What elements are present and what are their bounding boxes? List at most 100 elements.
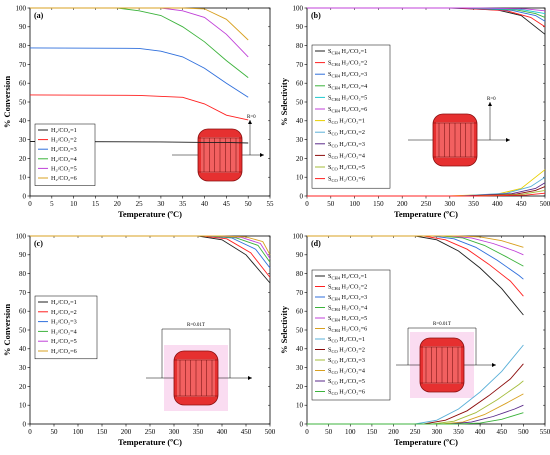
y-tick-label: 20 <box>296 155 304 163</box>
x-tick-label: 200 <box>388 428 399 436</box>
series-line-1 <box>29 94 249 121</box>
x-tick-label: 55 <box>267 200 275 208</box>
y-tick-label: 70 <box>19 289 27 297</box>
y-tick-label: 100 <box>293 4 304 12</box>
legend-subscript: CH4 <box>331 286 340 291</box>
x-tick-label: 45 <box>223 200 231 208</box>
y-tick-label: 100 <box>16 232 27 240</box>
legend-entry: SCH4 H₂/CO₂=4 <box>328 83 367 91</box>
legend-entry: SCO H₂/CO₂=5 <box>328 164 365 172</box>
legend-entry: SCH4 H₂/CO₂=3 <box>328 71 367 79</box>
reactor-inset: R=0 <box>172 115 264 182</box>
legend-entry: SCO H₂/CO₂=5 <box>328 378 365 386</box>
legend-entry: H₂/CO₂=5 <box>51 338 77 345</box>
legend-text: H₂/CO₂=4 <box>338 368 365 375</box>
legend-text: H₂/CO₂=1 <box>338 118 365 125</box>
flow-arrow-head <box>506 138 510 142</box>
x-tick-label: 350 <box>453 428 464 436</box>
y-tick-label: 10 <box>19 174 27 182</box>
y-tick-label: 40 <box>296 117 304 125</box>
x-tick-label: 150 <box>97 428 108 436</box>
legend-entry: H₂/CO₂=6 <box>51 175 77 182</box>
legend-prefix: S <box>328 106 332 113</box>
legend-prefix: S <box>328 60 332 67</box>
legend-prefix: S <box>328 94 332 101</box>
series-line-11 <box>307 412 524 425</box>
y-tick-label: 10 <box>296 402 304 410</box>
x-tick-label: 40 <box>201 200 209 208</box>
legend-prefix: S <box>328 378 332 385</box>
y-tick-label: 40 <box>296 345 304 353</box>
legend-prefix: S <box>328 305 332 312</box>
x-tick-label: 0 <box>28 428 32 436</box>
legend-entry: H₂/CO₂=5 <box>51 165 77 172</box>
legend-text: H₂/CO₂=6 <box>338 176 365 183</box>
x-tick-label: 450 <box>241 428 252 436</box>
y-tick-label: 90 <box>296 251 304 259</box>
y-tick-label: 60 <box>19 308 27 316</box>
panel-label: (b) <box>311 11 321 20</box>
legend-entry: SCH4 H₂/CO₂=4 <box>328 305 367 313</box>
y-tick-label: 30 <box>19 136 27 144</box>
legend-text: H₂/CO₂=5 <box>338 164 365 171</box>
y-tick-label: 0 <box>23 192 27 200</box>
legend-prefix: S <box>328 83 332 90</box>
y-axis-label: % Selectivity <box>279 305 289 354</box>
legend-text: H₂/CO₂=3 <box>338 141 365 148</box>
legend-text: H₂/CO₂=3 <box>340 294 367 301</box>
legend-subscript: CO <box>331 370 338 375</box>
recycle-arrow-head <box>488 102 492 106</box>
series-line-0 <box>29 141 249 144</box>
legend-prefix: S <box>328 176 332 183</box>
legend-entry: SCO H₂/CO₂=1 <box>328 336 365 344</box>
legend-prefix: S <box>328 389 332 396</box>
legend-entry: SCO H₂/CO₂=3 <box>328 357 365 365</box>
legend-prefix: S <box>328 129 332 136</box>
y-tick-label: 60 <box>296 80 304 88</box>
y-tick-label: 80 <box>19 42 27 50</box>
x-tick-label: 400 <box>492 200 503 208</box>
x-tick-label: 35 <box>179 200 187 208</box>
legend-box <box>311 44 391 189</box>
y-tick-label: 20 <box>296 383 304 391</box>
legend-prefix: S <box>328 315 332 322</box>
legend-entry: H₂/CO₂=3 <box>51 146 77 153</box>
x-tick-label: 350 <box>468 200 479 208</box>
x-tick-label: 500 <box>518 428 529 436</box>
legend-entry: SCO H₂/CO₂=6 <box>328 176 365 184</box>
legend-text: H₂/CO₂=5 <box>340 94 367 101</box>
legend-subscript: CO <box>331 132 338 137</box>
panel-label: (d) <box>311 239 321 248</box>
x-tick-label: 150 <box>367 428 378 436</box>
series-line-5 <box>307 235 524 248</box>
y-tick-label: 80 <box>19 270 27 278</box>
inset-label: R=0 <box>247 115 256 120</box>
x-tick-label: 100 <box>349 200 360 208</box>
inset-label: R=0 <box>487 97 496 102</box>
legend-entry: H₂/CO₂=6 <box>51 348 77 355</box>
y-tick-label: 10 <box>296 174 304 182</box>
legend-prefix: S <box>328 273 332 280</box>
legend-box <box>311 269 391 401</box>
legend-entry: SCH4 H₂/CO₂=2 <box>328 284 367 292</box>
legend: H₂/CO₂=1 H₂/CO₂=2 H₂/CO₂=3 H₂/CO₂=4 H₂/CO₂=5… <box>34 123 96 186</box>
x-tick-label: 200 <box>397 200 408 208</box>
y-tick-label: 70 <box>19 61 27 69</box>
legend-subscript: CO <box>331 167 338 172</box>
legend-subscript: CH4 <box>331 97 340 102</box>
legend-text: H₂/CO₂=4 <box>340 83 367 90</box>
x-tick-label: 400 <box>475 428 486 436</box>
legend-entry: SCO H₂/CO₂=4 <box>328 368 365 376</box>
legend-entry: SCO H₂/CO₂=3 <box>328 141 365 149</box>
legend-entry: SCH4 H₂/CO₂=6 <box>328 326 367 334</box>
inset-label: R=0.01T <box>433 322 451 327</box>
legend-text: H₂/CO₂=2 <box>338 347 365 354</box>
x-tick-label: 15 <box>92 200 100 208</box>
x-tick-label: 250 <box>421 200 432 208</box>
legend-subscript: CO <box>331 120 338 125</box>
legend-entry: H₂/CO₂=1 <box>51 299 77 306</box>
x-tick-label: 300 <box>432 428 443 436</box>
series-line-5 <box>30 7 249 41</box>
legend-text: H₂/CO₂=6 <box>340 106 367 113</box>
